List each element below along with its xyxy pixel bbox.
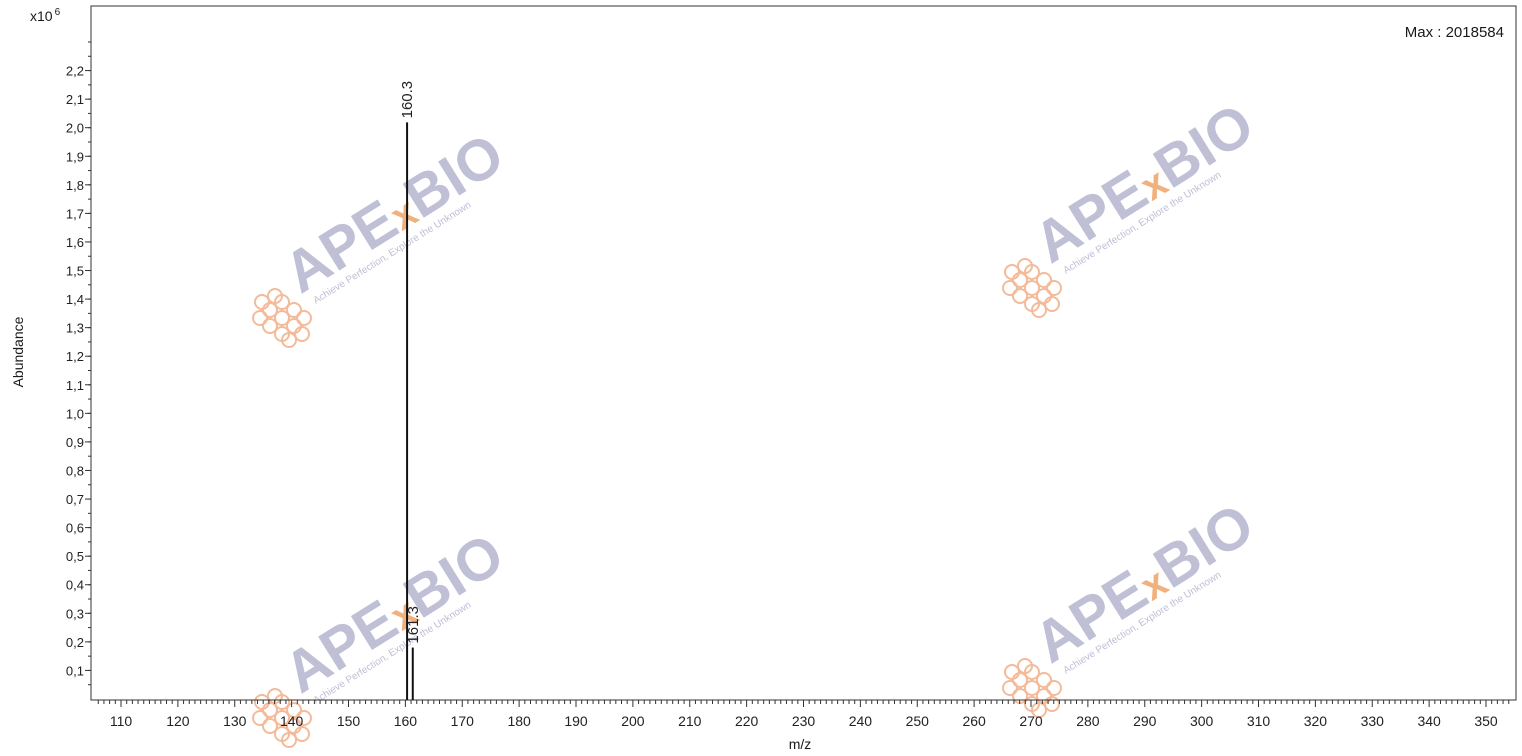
x-tick-label: 150 <box>337 713 361 729</box>
x-axis: 110 120 130 140 150 160 170 180 190 200 210 220 230 2… <box>97 700 1510 729</box>
x-tick-label: 220 <box>735 713 759 729</box>
y-tick-label: 2,0 <box>66 121 84 136</box>
max-abundance-label: Max : 2018584 <box>1404 24 1504 41</box>
y-tick-label: 0,3 <box>66 606 84 621</box>
y-tick-label: 0,5 <box>66 549 84 564</box>
x-tick-label: 120 <box>166 713 190 729</box>
x-tick-label: 210 <box>678 713 702 729</box>
y-scale-factor: x10 6 <box>30 7 61 24</box>
y-tick-label: 0,8 <box>66 463 84 478</box>
peak-series: 160.3 161.3 <box>399 81 422 700</box>
y-tick-label: 1,2 <box>66 349 84 364</box>
y-axis: 0,1 0,2 0,3 0,4 0,5 0,6 0,7 0,8 0,9 1,0 1,1 1,2 1,3 1… <box>66 41 91 686</box>
peak-label: 161.3 <box>405 606 422 644</box>
plot-frame <box>90 5 1517 701</box>
y-tick-label: 1,4 <box>66 292 84 307</box>
x-axis-title: m/z <box>788 736 812 752</box>
x-tick-label: 340 <box>1417 713 1441 729</box>
x-tick-label: 280 <box>1076 713 1100 729</box>
x-tick-label: 190 <box>564 713 588 729</box>
svg-text:APExBIO: APExBIO <box>273 521 515 706</box>
y-tick-label: 0,4 <box>66 578 84 593</box>
apexbio-logo-icon <box>252 288 312 348</box>
y-tick-label: 0,9 <box>66 435 84 450</box>
x-tick-label: 330 <box>1361 713 1385 729</box>
x-tick-label: 160 <box>394 713 418 729</box>
svg-text:APExBIO: APExBIO <box>273 121 515 306</box>
x-tick-label: 140 <box>280 713 304 729</box>
peak-label: 160.3 <box>399 81 416 119</box>
y-tick-label: 2,2 <box>66 64 84 79</box>
x-tick-label: 300 <box>1190 713 1214 729</box>
y-tick-label: 2,1 <box>66 92 84 107</box>
y-tick-label: 1,1 <box>66 378 84 393</box>
svg-text:APExBIO: APExBIO <box>1023 91 1265 276</box>
y-tick-label: 0,1 <box>66 663 84 678</box>
x-tick-label: 250 <box>906 713 930 729</box>
y-tick-label: 1,8 <box>66 178 84 193</box>
x-tick-label: 110 <box>110 713 133 729</box>
svg-text:APExBIO: APExBIO <box>1023 491 1265 676</box>
x-tick-label: 230 <box>792 713 816 729</box>
x-tick-label: 130 <box>223 713 247 729</box>
y-tick-label: 0,6 <box>66 521 84 536</box>
y-axis-title: Abundance <box>10 316 26 388</box>
x-tick-label: 170 <box>451 713 475 729</box>
x-tick-label: 240 <box>849 713 873 729</box>
x-tick-label: 310 <box>1247 713 1271 729</box>
apexbio-logo-icon <box>1002 258 1062 318</box>
y-tick-label: 1,7 <box>66 206 84 221</box>
x-tick-label: 270 <box>1019 713 1043 729</box>
x-tick-label: 260 <box>962 713 986 729</box>
x-tick-label: 290 <box>1133 713 1157 729</box>
apexbio-logo-icon <box>1002 658 1062 718</box>
x-tick-label: 320 <box>1304 713 1328 729</box>
y-tick-label: 1,3 <box>66 321 84 336</box>
y-tick-label: 0,7 <box>66 492 84 507</box>
y-tick-label: 1,9 <box>66 149 84 164</box>
x-tick-label: 350 <box>1474 713 1498 729</box>
x-tick-label: 180 <box>507 713 531 729</box>
y-tick-label: 1,0 <box>66 406 84 421</box>
y-tick-label: 1,5 <box>66 264 84 279</box>
x-tick-label: 200 <box>621 713 645 729</box>
y-tick-label: 1,6 <box>66 235 84 250</box>
y-tick-label: 0,2 <box>66 635 84 650</box>
